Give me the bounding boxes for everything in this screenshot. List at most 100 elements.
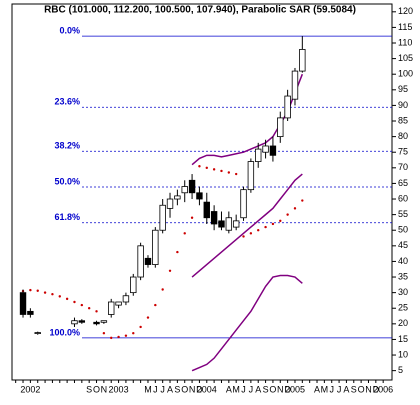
- candle-body: [210, 211, 218, 225]
- sar-dot: [190, 216, 194, 219]
- y-tick-label: 25: [398, 303, 408, 313]
- y-tick-label: 115: [398, 22, 412, 32]
- sar-dot: [132, 331, 135, 335]
- x-tick-label: O: [358, 384, 365, 394]
- sar-dot: [43, 291, 47, 294]
- candle-body: [166, 198, 174, 209]
- x-tick-label: 2005: [285, 384, 305, 394]
- y-tick-label: 5: [398, 365, 403, 375]
- x-tick-label: D: [196, 384, 203, 394]
- sar-dot: [124, 334, 128, 337]
- candle-body: [27, 310, 34, 315]
- y-tick-label: 90: [398, 100, 408, 110]
- x-tick-label: S: [86, 384, 92, 394]
- sar-dot: [154, 303, 157, 307]
- sar-dot: [293, 207, 297, 210]
- y-tick-label: 35: [398, 271, 408, 281]
- x-tick-label: D: [284, 384, 291, 394]
- sar-dot: [51, 292, 54, 296]
- indicator-line: [191, 173, 303, 278]
- fib-label: 50.0%: [54, 176, 80, 186]
- candle-body: [225, 217, 233, 231]
- y-tick-label: 60: [398, 193, 408, 203]
- sar-dot: [36, 289, 39, 292]
- sar-dot: [212, 168, 216, 171]
- fib-label: 23.6%: [54, 97, 80, 107]
- candle-body: [284, 95, 291, 119]
- x-tick-label: J: [241, 384, 246, 394]
- y-tick-label: 20: [398, 318, 408, 328]
- fib-label: 0.0%: [59, 26, 80, 36]
- x-tick-label: N: [101, 384, 108, 394]
- candle-body: [240, 189, 247, 219]
- x-tick-label: O: [269, 384, 276, 394]
- sar-dot: [29, 288, 32, 292]
- sar-dot: [271, 222, 275, 226]
- x-tick-label: J: [337, 384, 342, 394]
- sar-dot: [176, 250, 179, 254]
- candle-body: [262, 145, 269, 153]
- fib-label: 61.8%: [54, 212, 80, 222]
- y-tick-label: 50: [398, 225, 408, 235]
- candle-body: [174, 195, 181, 200]
- sar-dot: [286, 213, 289, 216]
- candle-body: [203, 201, 210, 219]
- y-tick-label: 75: [398, 147, 408, 157]
- indicator-line: [191, 73, 304, 166]
- y-tick-label: 45: [398, 240, 408, 250]
- x-tick-label: N: [277, 384, 284, 394]
- y-tick-label: 95: [398, 84, 408, 94]
- candle-body: [137, 245, 144, 278]
- x-tick-label: 2004: [197, 384, 217, 394]
- x-tick-label: M: [232, 384, 240, 394]
- candle-body: [115, 301, 122, 306]
- x-tick-label: A: [343, 384, 349, 394]
- y-tick-label: 40: [398, 256, 408, 266]
- sar-dot: [301, 199, 304, 202]
- sar-dot: [102, 331, 106, 335]
- candle-body: [93, 321, 100, 325]
- x-tick-label: O: [181, 384, 188, 394]
- x-tick-label: J: [249, 384, 254, 394]
- x-tick-label: A: [314, 384, 320, 394]
- sar-dot: [198, 165, 201, 168]
- y-tick-label: 120: [398, 6, 413, 16]
- candle-body: [159, 204, 166, 231]
- sar-dot: [95, 310, 98, 313]
- x-tick-label: J: [329, 384, 334, 394]
- sar-dot: [257, 229, 260, 232]
- x-tick-label: M: [144, 384, 152, 394]
- candle-body: [152, 229, 159, 265]
- y-tick-label: 110: [398, 37, 412, 47]
- sar-dot: [249, 232, 253, 235]
- candle-body: [255, 148, 262, 162]
- candle-body: [269, 145, 277, 156]
- candle-body: [188, 179, 196, 194]
- y-tick-label: 105: [398, 53, 413, 63]
- x-tick-label: A: [255, 384, 261, 394]
- candle-body: [78, 320, 86, 323]
- sar-dot: [279, 219, 282, 223]
- x-tick-label: J: [160, 384, 165, 394]
- candle-body: [181, 186, 188, 194]
- y-tick-label: 80: [398, 131, 408, 141]
- candle-body: [277, 117, 284, 138]
- candle-body: [291, 70, 299, 100]
- sar-dot: [139, 325, 142, 329]
- sar-dot: [80, 303, 84, 307]
- x-tick-label: S: [174, 384, 180, 394]
- candle-body: [196, 192, 203, 200]
- y-tick-label: 55: [398, 209, 408, 219]
- sar-dot: [161, 288, 164, 291]
- sar-dot: [264, 225, 267, 229]
- sar-dot: [110, 336, 113, 340]
- candle-body: [122, 295, 130, 303]
- x-tick-label: S: [351, 384, 357, 394]
- sar-dot: [117, 335, 120, 339]
- candle-body: [130, 276, 137, 294]
- x-tick-label: D: [373, 384, 380, 394]
- y-tick-label: 70: [398, 162, 408, 172]
- candle-body: [144, 257, 152, 265]
